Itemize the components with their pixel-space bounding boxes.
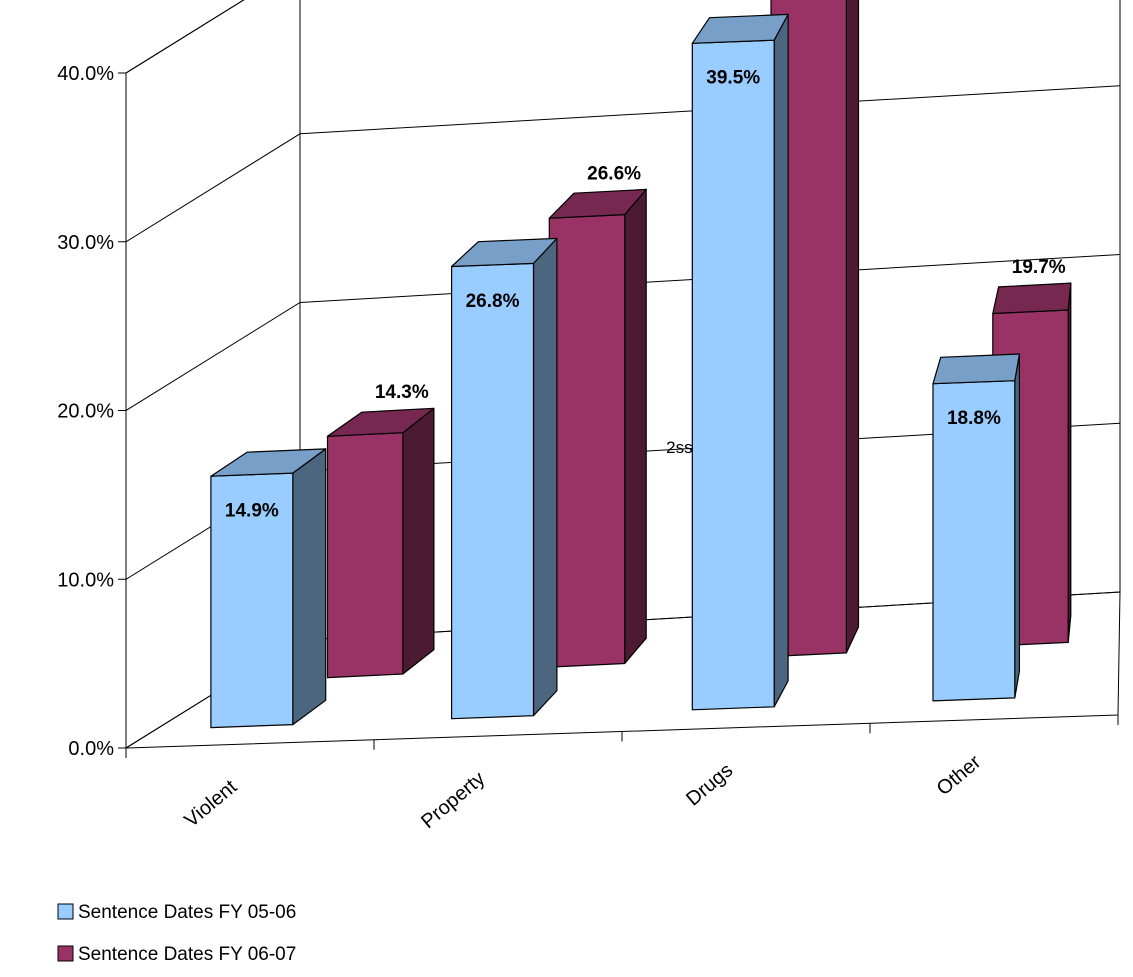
x-axis: Violent Property Drugs Other xyxy=(125,715,1119,833)
x-tick-label: Other xyxy=(933,751,986,800)
bar-side xyxy=(532,237,558,717)
bar xyxy=(451,237,558,720)
bar-top xyxy=(326,407,435,437)
data-label: 26.8% xyxy=(466,291,520,312)
bar-front xyxy=(326,432,404,679)
bar-side xyxy=(402,407,435,675)
bar xyxy=(770,0,860,658)
bar-side xyxy=(292,448,327,726)
bar xyxy=(932,353,1021,702)
data-label: 26.6% xyxy=(587,163,641,184)
bar-side xyxy=(1014,353,1021,699)
bars xyxy=(210,0,1072,729)
bar-front xyxy=(548,214,626,668)
data-labels: 14.3%26.6%39.4%19.7%14.9%26.8%39.5%18.8% xyxy=(225,68,1066,522)
bar-top xyxy=(992,282,1072,315)
bar-front xyxy=(451,262,535,720)
data-label: 39.5% xyxy=(706,68,760,89)
legend: Sentence Dates FY 05-06 Sentence Dates FY… xyxy=(57,902,296,965)
y-tick-label: 20.0% xyxy=(57,401,114,423)
bar-top xyxy=(691,13,789,44)
bar-side xyxy=(773,13,789,708)
legend-label: Sentence Dates FY 05-06 xyxy=(78,902,296,923)
legend-label: Sentence Dates FY 06-07 xyxy=(78,944,296,965)
bar-side xyxy=(845,0,860,654)
bar-side xyxy=(624,188,647,665)
gridline xyxy=(125,0,245,74)
x-tick-label: Property xyxy=(417,768,489,833)
data-label: 19.7% xyxy=(1012,257,1066,278)
y-axis: 0.0% 10.0% 20.0% 30.0% 40.0% xyxy=(57,63,126,760)
annotation-layer: 2ss xyxy=(666,438,692,457)
bar xyxy=(691,13,789,711)
y-tick-label: 10.0% xyxy=(57,569,114,591)
bar-front xyxy=(691,39,775,711)
bar xyxy=(548,188,647,668)
bar xyxy=(326,407,435,679)
data-label: 14.3% xyxy=(375,382,429,403)
bar-top xyxy=(548,188,647,219)
bar xyxy=(210,448,327,729)
data-label: 14.9% xyxy=(225,501,279,522)
bar-top xyxy=(451,237,558,268)
data-label: 18.8% xyxy=(947,408,1001,429)
annotation-text: 2ss xyxy=(666,438,692,457)
bar-top xyxy=(210,448,327,477)
legend-swatch xyxy=(57,903,74,920)
x-tick-label: Violent xyxy=(180,776,241,832)
bar-top xyxy=(932,353,1021,385)
x-tick-label: Drugs xyxy=(682,759,737,810)
y-tick-label: 30.0% xyxy=(57,232,114,254)
y-tick-label: 40.0% xyxy=(57,63,114,85)
legend-swatch xyxy=(57,945,74,962)
y-tick-label: 0.0% xyxy=(68,738,114,760)
